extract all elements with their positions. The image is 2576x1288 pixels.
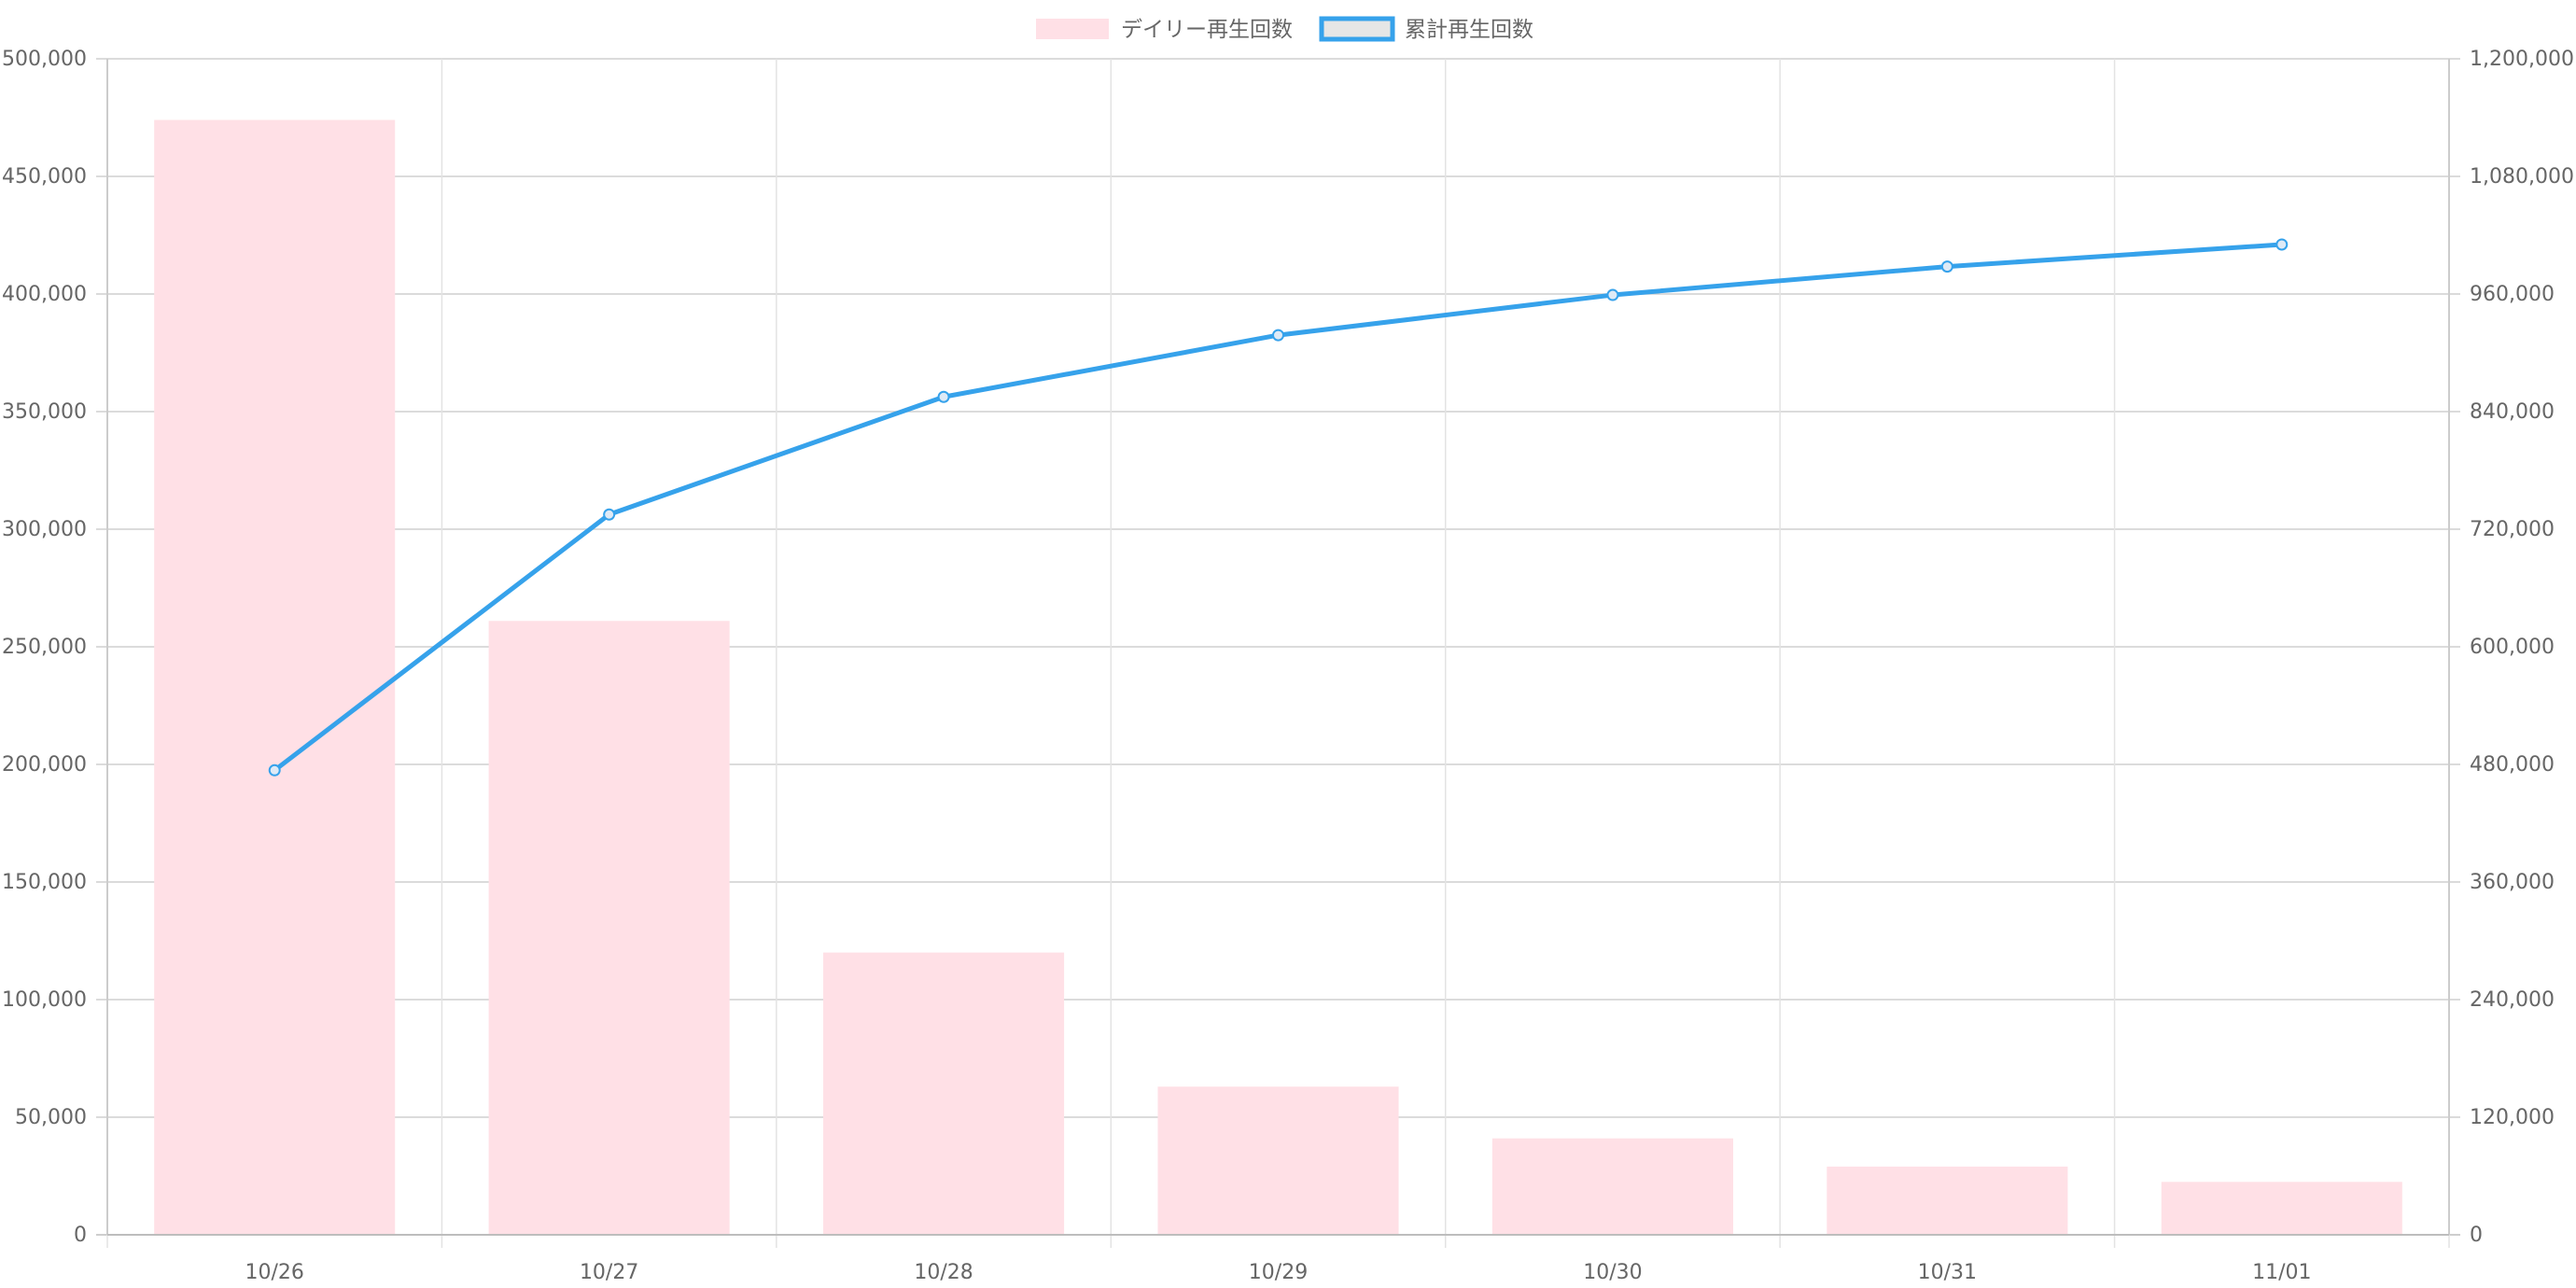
y-right-tick-label: 360,000 (2470, 871, 2555, 894)
y-left-tick-label: 400,000 (2, 283, 87, 306)
x-tick-label: 11/01 (2252, 1261, 2311, 1284)
grid-layer (96, 58, 2460, 1248)
point-cumulative-plays[interactable] (603, 508, 616, 521)
y-right-tick-label: 720,000 (2470, 518, 2555, 541)
x-tick-label: 10/28 (914, 1261, 973, 1284)
legend-item-cumulative-plays[interactable]: 累計再生回数 (1319, 16, 1533, 42)
y-right-tick-label: 840,000 (2470, 400, 2555, 424)
y-right-tick-label: 960,000 (2470, 283, 2555, 306)
y-left-tick-label: 450,000 (2, 165, 87, 189)
bar-daily-plays[interactable] (1827, 1166, 2068, 1235)
y-right-tick-label: 1,200,000 (2470, 48, 2574, 71)
bar-daily-plays[interactable] (1157, 1086, 1399, 1235)
y-left-tick-label: 150,000 (2, 871, 87, 894)
x-tick-label: 10/26 (245, 1261, 304, 1284)
point-cumulative-plays[interactable] (1272, 329, 1284, 342)
bar-daily-plays[interactable] (2161, 1182, 2402, 1235)
y-left-tick-label: 0 (74, 1224, 87, 1247)
y-right-tick-label: 1,080,000 (2470, 165, 2574, 189)
axis-layer: 0 50,000 100,000 150,000 200,000 250,000 300,0… (2, 48, 2574, 1284)
bar-daily-plays[interactable] (488, 621, 730, 1235)
bar-layer (154, 119, 2402, 1235)
y-left-tick-label: 500,000 (2, 48, 87, 71)
point-cumulative-plays[interactable] (268, 763, 281, 777)
point-cumulative-plays[interactable] (1606, 288, 1619, 301)
legend-label: 累計再生回数 (1405, 18, 1533, 42)
bar-daily-plays[interactable] (154, 119, 396, 1235)
x-tick-label: 10/27 (580, 1261, 638, 1284)
legend-label: デイリー再生回数 (1121, 18, 1293, 42)
y-left-tick-label: 50,000 (15, 1106, 87, 1129)
chart-legend[interactable]: デイリー再生回数 累計再生回数 (1036, 16, 1533, 42)
point-cumulative-plays[interactable] (2275, 238, 2289, 251)
x-tick-label: 10/29 (1249, 1261, 1308, 1284)
x-tick-label: 10/30 (1583, 1261, 1642, 1284)
x-tick-label: 10/31 (1918, 1261, 1977, 1284)
bar-daily-plays[interactable] (823, 952, 1065, 1235)
y-left-tick-label: 200,000 (2, 753, 87, 777)
y-right-tick-label: 480,000 (2470, 753, 2555, 777)
point-cumulative-plays[interactable] (937, 390, 950, 403)
y-right-tick-label: 600,000 (2470, 636, 2555, 659)
legend-swatch-cumulative-plays (1319, 16, 1395, 42)
y-right-tick-label: 240,000 (2470, 988, 2555, 1012)
y-right-tick-label: 0 (2470, 1224, 2483, 1247)
legend-item-daily-plays[interactable]: デイリー再生回数 (1036, 18, 1293, 42)
line-layer (268, 238, 2289, 777)
point-cumulative-plays[interactable] (1940, 260, 1953, 273)
y-left-tick-label: 100,000 (2, 988, 87, 1012)
y-left-tick-label: 250,000 (2, 636, 87, 659)
y-left-tick-label: 350,000 (2, 400, 87, 424)
y-left-tick-label: 300,000 (2, 518, 87, 541)
y-right-tick-label: 120,000 (2470, 1106, 2555, 1129)
legend-swatch-daily-plays (1036, 19, 1109, 39)
bar-daily-plays[interactable] (1491, 1138, 1733, 1235)
